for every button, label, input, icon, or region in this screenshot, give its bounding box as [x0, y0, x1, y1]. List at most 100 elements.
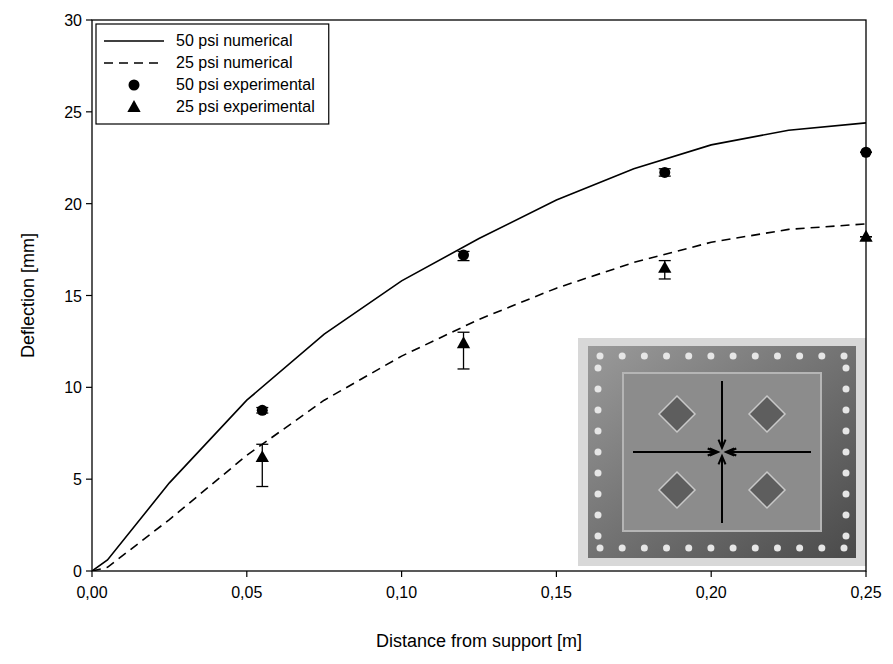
data-point — [658, 261, 671, 273]
bolt-hole — [619, 353, 626, 360]
data-point — [458, 250, 469, 261]
bolt-hole — [843, 449, 850, 456]
diamond-hole — [659, 396, 695, 432]
bolt-hole — [707, 545, 714, 552]
bolt-hole — [595, 533, 602, 540]
bolt-hole — [595, 512, 602, 519]
legend-swatch — [104, 62, 164, 64]
measure-arrow — [721, 381, 723, 448]
x-tick-label: 0,10 — [386, 584, 417, 601]
y-tick-label: 15 — [64, 288, 82, 305]
bolt-hole — [818, 353, 825, 360]
markers — [256, 147, 873, 487]
x-tick-label: 0,15 — [541, 584, 572, 601]
y-tick — [86, 203, 92, 204]
plot-frame — [92, 20, 866, 571]
y-tick — [86, 387, 92, 388]
y-tick — [86, 19, 92, 20]
bolt-hole — [818, 545, 825, 552]
inset-photo — [578, 338, 866, 566]
diamond-hole — [749, 396, 785, 432]
bolt-hole — [796, 353, 803, 360]
bolt-hole — [597, 545, 604, 552]
legend-label: 50 psi numerical — [176, 32, 293, 49]
bolt-hole — [843, 407, 850, 414]
diamond-hole — [659, 472, 695, 508]
bolt-hole — [843, 386, 850, 393]
bolt-hole — [595, 365, 602, 372]
bolt-hole — [774, 353, 781, 360]
bolt-hole — [595, 386, 602, 393]
bolt-hole — [619, 545, 626, 552]
legend-swatch — [127, 100, 140, 112]
legend-swatch — [129, 80, 140, 91]
y-tick-label: 20 — [64, 196, 82, 213]
arrow-head — [718, 456, 725, 464]
diamond-hole — [749, 472, 785, 508]
arrow-head — [728, 448, 736, 455]
measure-arrow — [726, 451, 811, 453]
error-bar-cap — [659, 278, 671, 279]
bolt-hole — [843, 533, 850, 540]
arrow-head — [708, 448, 716, 455]
bolt-hole — [730, 353, 737, 360]
bolt-hole — [641, 545, 648, 552]
x-tick — [865, 571, 866, 577]
legend-swatch — [104, 40, 164, 42]
x-axis-title: Distance from support [m] — [376, 631, 582, 651]
x-tick — [556, 571, 557, 577]
measure-arrow — [633, 451, 718, 453]
bolt-hole — [685, 545, 692, 552]
legend: 50 psi numerical25 psi numerical50 psi e… — [96, 24, 329, 124]
bolt-hole — [597, 353, 604, 360]
measure-arrow — [721, 456, 723, 523]
bolt-hole — [595, 428, 602, 435]
error-bar-cap — [256, 444, 268, 445]
bolt-hole — [663, 353, 670, 360]
data-point — [256, 450, 269, 462]
y-tick-label: 25 — [64, 104, 82, 121]
bolt-hole — [641, 353, 648, 360]
legend-box — [96, 24, 329, 124]
axes: 0,000,050,100,150,200,25051015202530 — [64, 12, 881, 601]
bolt-hole — [796, 545, 803, 552]
bolt-hole — [752, 353, 759, 360]
error-bar-cap — [256, 486, 268, 487]
x-tick — [401, 571, 402, 577]
deformed-area — [623, 373, 821, 531]
error-bar-cap — [458, 368, 470, 369]
y-tick-label: 30 — [64, 12, 82, 29]
bolt-hole — [843, 365, 850, 372]
legend-label: 25 psi numerical — [176, 54, 293, 71]
bolt-hole — [707, 353, 714, 360]
bolt-hole — [843, 491, 850, 498]
chart: 0,000,050,100,150,200,25051015202530Dist… — [0, 0, 893, 664]
lines — [92, 123, 866, 571]
bolt-hole — [843, 512, 850, 519]
measure-arrow — [728, 451, 762, 453]
data-point — [257, 405, 268, 416]
x-tick-label: 0,20 — [696, 584, 727, 601]
bolt-hole — [730, 545, 737, 552]
error-bar-cap — [458, 332, 470, 333]
bolt-hole — [595, 470, 602, 477]
bolt-hole — [663, 545, 670, 552]
series-line — [92, 123, 866, 571]
data-point — [861, 147, 872, 158]
y-tick-label: 10 — [64, 379, 82, 396]
y-tick — [86, 111, 92, 112]
legend-label: 25 psi experimental — [176, 98, 315, 115]
y-tick — [86, 479, 92, 480]
x-tick — [246, 571, 247, 577]
bolt-hole — [843, 428, 850, 435]
y-tick-label: 5 — [73, 471, 82, 488]
x-tick-label: 0,25 — [850, 584, 881, 601]
x-tick — [91, 571, 92, 577]
x-tick — [711, 571, 712, 577]
bolt-hole — [685, 353, 692, 360]
y-tick — [86, 295, 92, 296]
bolt-hole — [774, 545, 781, 552]
x-tick-label: 0,05 — [231, 584, 262, 601]
error-bar — [458, 332, 470, 369]
bolt-hole — [595, 491, 602, 498]
